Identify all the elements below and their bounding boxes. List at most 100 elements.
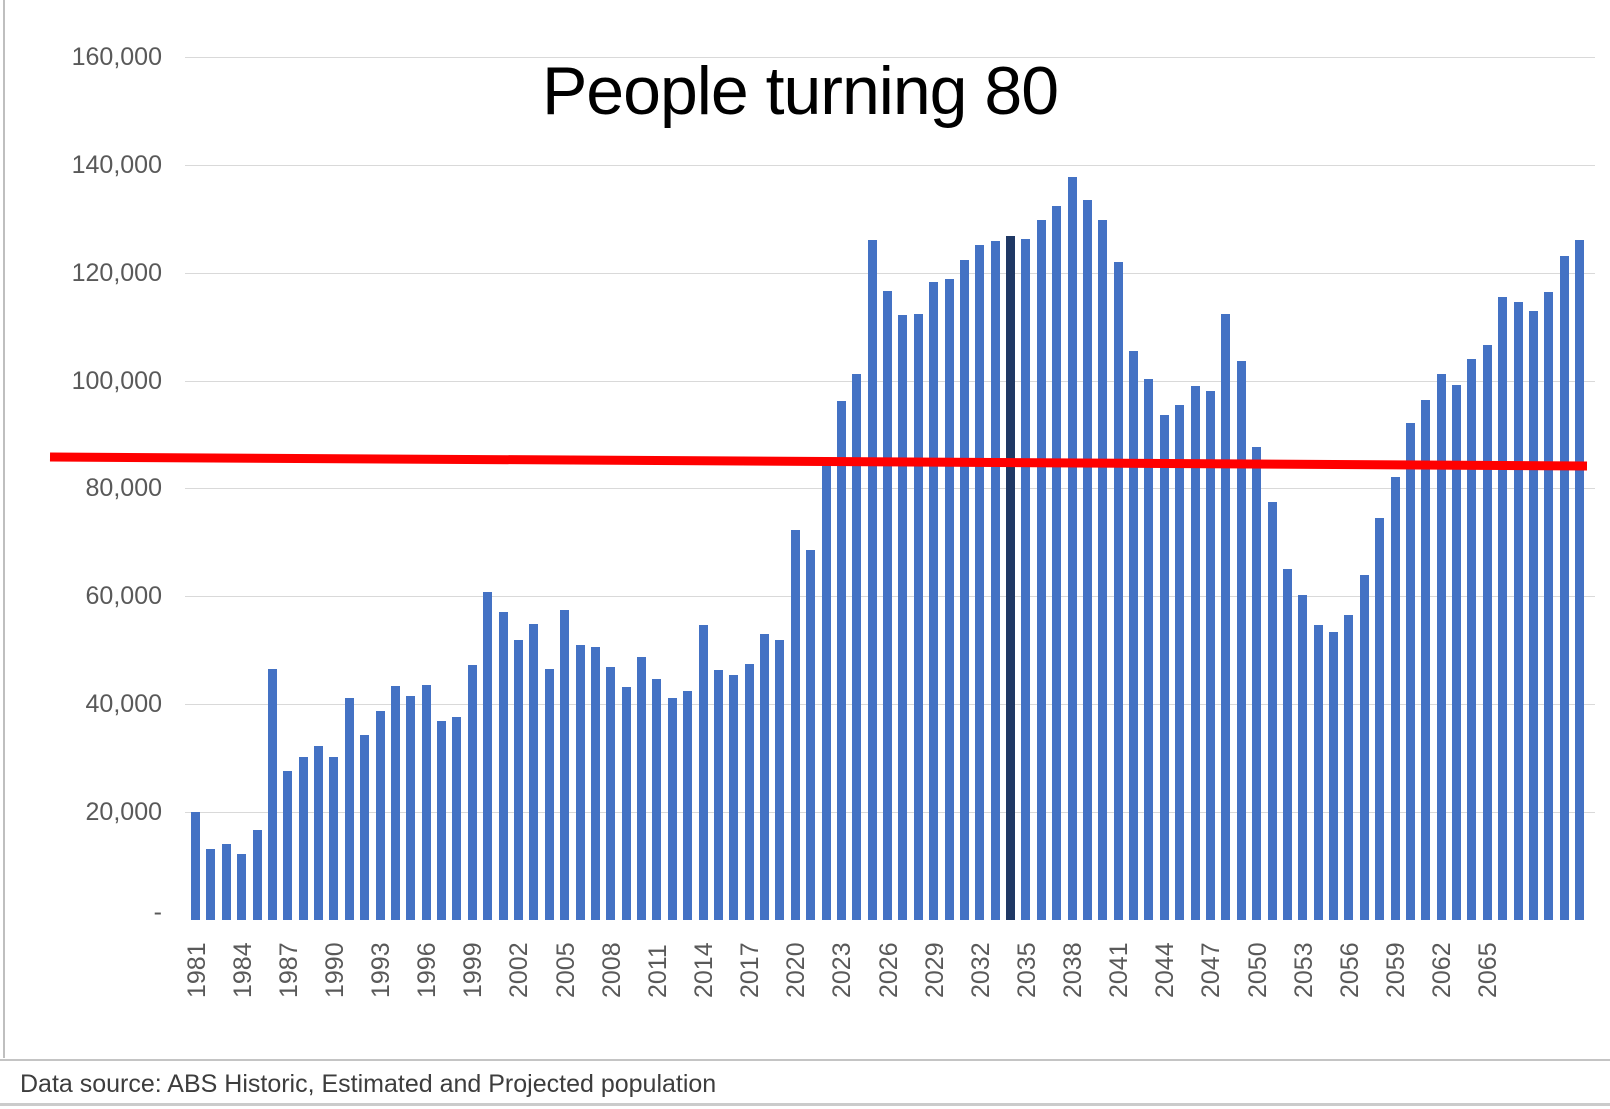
bar bbox=[1559, 255, 1569, 920]
bar bbox=[1452, 385, 1461, 920]
bar bbox=[1221, 314, 1231, 920]
x-axis-tick-label: 2011 bbox=[643, 944, 672, 998]
bar bbox=[959, 260, 969, 920]
x-axis-tick-label: 2035 bbox=[1012, 942, 1041, 998]
y-axis-tick-label: 160,000 bbox=[71, 43, 162, 71]
bar bbox=[529, 623, 539, 920]
bar bbox=[1359, 574, 1369, 920]
bar bbox=[191, 812, 200, 920]
bar bbox=[1036, 219, 1046, 920]
x-axis-tick-label: 2038 bbox=[1059, 942, 1087, 998]
bar bbox=[867, 240, 877, 920]
bar bbox=[775, 640, 785, 920]
bar bbox=[498, 611, 508, 920]
bar bbox=[1129, 350, 1139, 920]
bar bbox=[1282, 569, 1292, 920]
y-axis-tick-label: 20,000 bbox=[85, 798, 162, 826]
y-axis-tick-label: 120,000 bbox=[71, 259, 162, 287]
bar bbox=[1528, 311, 1538, 920]
bar bbox=[1098, 220, 1108, 920]
bar bbox=[913, 314, 923, 920]
bar bbox=[1298, 595, 1308, 920]
bar bbox=[1498, 296, 1508, 920]
x-axis-tick-label: 2050 bbox=[1243, 942, 1272, 998]
bar bbox=[329, 757, 339, 920]
y-gridline bbox=[185, 273, 1595, 274]
bar bbox=[1544, 292, 1554, 920]
x-axis-tick-label: 2023 bbox=[828, 942, 857, 998]
x-axis-tick-label: 2026 bbox=[874, 942, 903, 998]
x-axis-tick-label: 1987 bbox=[274, 942, 303, 998]
bar bbox=[760, 634, 769, 920]
y-axis-tick-label: 100,000 bbox=[71, 367, 162, 395]
x-axis-tick-label: 1999 bbox=[459, 942, 488, 998]
bar bbox=[513, 640, 523, 920]
left-border-line bbox=[3, 0, 5, 1058]
bar bbox=[314, 746, 323, 920]
bar bbox=[713, 669, 723, 920]
bar bbox=[1252, 446, 1262, 920]
bar bbox=[1467, 358, 1477, 920]
bar bbox=[560, 610, 570, 920]
bar bbox=[990, 240, 1000, 920]
bar bbox=[929, 282, 939, 920]
bar bbox=[683, 690, 693, 920]
bar bbox=[1405, 422, 1415, 920]
bar bbox=[1436, 374, 1446, 920]
x-axis-tick-label: 2062 bbox=[1428, 942, 1457, 998]
bar bbox=[421, 685, 431, 920]
x-axis-tick-label: 2017 bbox=[736, 942, 765, 998]
x-axis-tick-label: 2029 bbox=[920, 942, 949, 998]
bar bbox=[1575, 240, 1584, 920]
y-gridline bbox=[185, 165, 1595, 166]
bar bbox=[729, 675, 739, 920]
chart-title: People turning 80 bbox=[541, 53, 1059, 129]
bar bbox=[975, 244, 985, 920]
red-reference-line bbox=[49, 452, 1588, 471]
x-axis-tick-label: 1996 bbox=[413, 942, 442, 998]
bar bbox=[237, 854, 247, 920]
bar bbox=[1313, 624, 1323, 920]
bar bbox=[206, 848, 216, 920]
bar bbox=[221, 843, 231, 920]
bar bbox=[1052, 205, 1062, 920]
bar bbox=[1267, 502, 1277, 920]
bar bbox=[1113, 261, 1123, 920]
x-axis-tick-label: 2041 bbox=[1105, 942, 1134, 998]
x-axis-tick-label: 2008 bbox=[597, 942, 626, 998]
y-axis-tick-label: 60,000 bbox=[85, 582, 162, 610]
bar bbox=[806, 550, 816, 920]
x-axis-tick-label: 2002 bbox=[505, 942, 534, 998]
bar bbox=[606, 667, 616, 920]
x-axis-tick-label: 1993 bbox=[367, 942, 395, 998]
x-axis-tick-label: 1990 bbox=[320, 942, 349, 998]
bar bbox=[1329, 631, 1338, 920]
bar bbox=[1021, 239, 1031, 920]
x-axis-tick-label: 2020 bbox=[782, 942, 811, 998]
bar bbox=[821, 461, 831, 920]
bar bbox=[944, 278, 954, 920]
x-axis-tick-label: 2044 bbox=[1151, 942, 1180, 998]
bar bbox=[298, 756, 308, 920]
bar bbox=[575, 645, 585, 920]
bar bbox=[1082, 199, 1092, 920]
bar bbox=[267, 669, 277, 920]
bar bbox=[1513, 301, 1523, 920]
bar bbox=[621, 686, 631, 920]
bar bbox=[452, 716, 462, 920]
bar bbox=[883, 290, 892, 920]
bar bbox=[344, 698, 354, 920]
bar bbox=[1421, 399, 1431, 920]
bar bbox=[1175, 405, 1185, 920]
bar bbox=[1375, 518, 1385, 920]
bar bbox=[590, 647, 600, 920]
bar bbox=[360, 735, 370, 920]
data-source-note: Data source: ABS Historic, Estimated and… bbox=[20, 1070, 717, 1098]
bar bbox=[698, 625, 708, 920]
bar bbox=[637, 657, 646, 920]
bar bbox=[790, 529, 800, 920]
bar bbox=[1144, 378, 1154, 920]
bar bbox=[483, 592, 493, 920]
bar bbox=[252, 830, 262, 920]
